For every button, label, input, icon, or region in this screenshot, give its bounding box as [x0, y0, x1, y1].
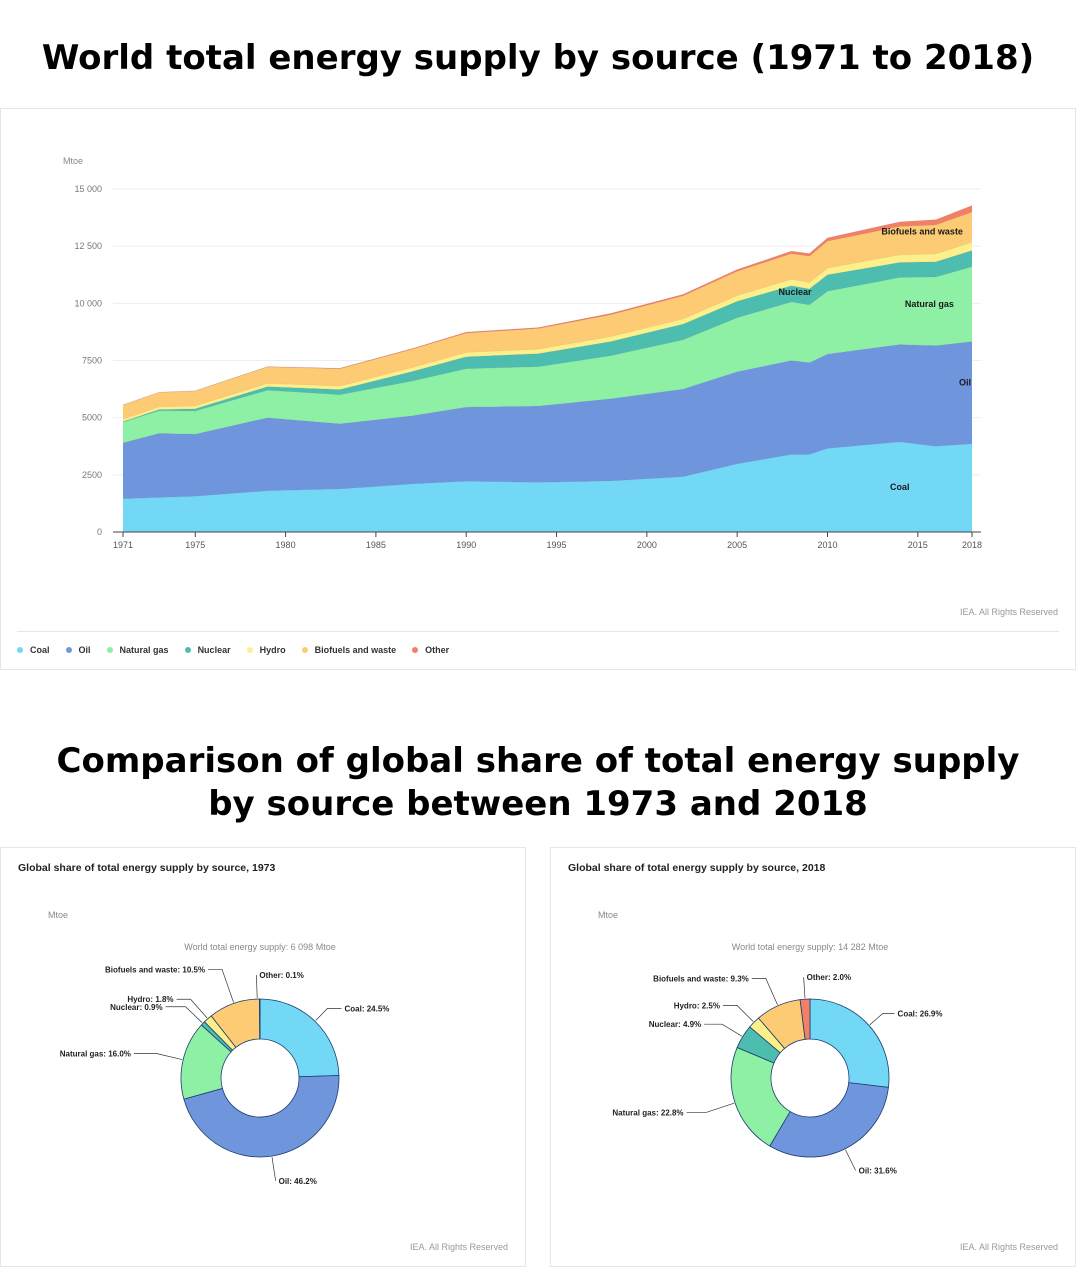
pie-2018-rights: IEA. All Rights Reserved	[960, 1242, 1058, 1252]
legend-dot-oil	[66, 647, 72, 653]
pie-2018-panel: Global share of total energy supply by s…	[550, 847, 1076, 1267]
legend-label: Other	[425, 645, 449, 655]
pie-1973-chart: World total energy supply: 6 098 Mtoe Coa…	[1, 928, 525, 1288]
pie-1973-leader-line	[316, 1008, 342, 1020]
main-title: World total energy supply by source (197…	[0, 38, 1076, 78]
x-tick-label: 2005	[727, 540, 747, 550]
legend-label: Biofuels and waste	[315, 645, 397, 655]
pie-2018-leader-line	[845, 1150, 855, 1171]
pie-1973-leader-line	[272, 1157, 276, 1181]
pie-1973-leader-line	[166, 1007, 203, 1023]
legend-label: Coal	[30, 645, 50, 655]
pie-2018-leader-line	[687, 1103, 735, 1112]
x-tick-label: 1990	[456, 540, 476, 550]
legend-label: Nuclear	[198, 645, 231, 655]
pie-2018-leader-line	[752, 978, 778, 1005]
x-tick-label: 1971	[113, 540, 133, 550]
legend-item-nuclear[interactable]: Nuclear	[185, 645, 231, 655]
y-tick-label: 0	[97, 527, 102, 537]
pie-1973-label-natural-gas: Natural gas: 16.0%	[60, 1049, 131, 1058]
area-chart: Mtoe 0 2500 5000 7500 10 000 12 500 15 000 1971 1…	[1, 109, 1076, 629]
series-label-nuclear: Nuclear	[778, 287, 812, 297]
pie-2018-label-nuclear: Nuclear: 4.9%	[649, 1020, 701, 1029]
pie-1973-unit: Mtoe	[48, 910, 68, 920]
area-chart-panel: Mtoe 0 2500 5000 7500 10 000 12 500 15 000 1971 1…	[0, 108, 1076, 670]
comparison-title-line2: by source between 1973 and 2018	[0, 783, 1076, 826]
legend-item-other[interactable]: Other	[412, 645, 449, 655]
pie-2018-label-natural-gas: Natural gas: 22.8%	[612, 1108, 683, 1117]
legend-label: Oil	[79, 645, 91, 655]
x-tick-label: 1980	[276, 540, 296, 550]
series-label-biofuels-and-waste: Biofuels and waste	[881, 227, 963, 237]
legend-divider	[17, 631, 1059, 632]
pie-2018-chart: World total energy supply: 14 282 Mtoe Co…	[551, 928, 1075, 1288]
pie-1973-label-biofuels-and-waste: Biofuels and waste: 10.5%	[105, 965, 205, 974]
x-tick-label: 2018	[962, 540, 982, 550]
y-tick-label: 10 000	[74, 298, 102, 308]
y-tick-label: 7500	[82, 356, 102, 366]
pie-1973-slice-coal[interactable]	[260, 999, 339, 1077]
pie-2018-label-coal: Coal: 26.9%	[898, 1010, 943, 1019]
legend-item-hydro[interactable]: Hydro	[247, 645, 286, 655]
legend-label: Natural gas	[120, 645, 169, 655]
pie-1973-panel: Global share of total energy supply by s…	[0, 847, 526, 1267]
pie-2018-subtitle: World total energy supply: 14 282 Mtoe	[732, 942, 888, 952]
legend-dot-hydro	[247, 647, 253, 653]
area-unit-label: Mtoe	[63, 156, 83, 166]
pie-1973-label-coal: Coal: 24.5%	[345, 1004, 390, 1013]
pie-2018-leader-line	[870, 1014, 895, 1025]
pie-2018-label-other: Other: 2.0%	[807, 973, 851, 982]
pie-2018-title: Global share of total energy supply by s…	[568, 862, 825, 874]
pie-1973-leader-line	[256, 975, 257, 998]
x-tick-label: 1975	[185, 540, 205, 550]
x-tick-label: 2010	[817, 540, 837, 550]
legend-dot-nuclear	[185, 647, 191, 653]
pie-1973-leader-line	[177, 999, 208, 1018]
series-label-natural-gas: Natural gas	[905, 299, 954, 309]
comparison-title: Comparison of global share of total ener…	[0, 740, 1076, 826]
legend-dot-coal	[17, 647, 23, 653]
legend-item-coal[interactable]: Coal	[17, 645, 50, 655]
pie-2018-slice-coal[interactable]	[810, 999, 889, 1087]
x-tick-label: 2000	[637, 540, 657, 550]
pie-1973-label-hydro: Hydro: 1.8%	[127, 995, 173, 1004]
pie-2018-label-oil: Oil: 31.6%	[859, 1166, 897, 1175]
legend-item-natural-gas[interactable]: Natural gas	[107, 645, 169, 655]
pie-2018-label-hydro: Hydro: 2.5%	[674, 1001, 720, 1010]
pie-1973-subtitle: World total energy supply: 6 098 Mtoe	[184, 942, 335, 952]
legend-dot-other	[412, 647, 418, 653]
pie-2018-label-biofuels-and-waste: Biofuels and waste: 9.3%	[653, 974, 749, 983]
legend-item-oil[interactable]: Oil	[66, 645, 91, 655]
x-tick-label: 1995	[547, 540, 567, 550]
area-rights-text: IEA. All Rights Reserved	[960, 607, 1058, 617]
series-label-coal: Coal	[890, 482, 910, 492]
legend-label: Hydro	[260, 645, 286, 655]
pie-1973-leader-line	[208, 969, 234, 1002]
pie-2018-leader-line	[704, 1024, 742, 1036]
pie-1973-label-other: Other: 0.1%	[259, 971, 303, 980]
y-tick-label: 5000	[82, 413, 102, 423]
series-label-oil: Oil	[959, 377, 971, 387]
pie-2018-leader-line	[723, 1005, 753, 1021]
pie-1973-title: Global share of total energy supply by s…	[18, 862, 275, 874]
y-tick-label: 2500	[82, 470, 102, 480]
pie-2018-leader-line	[804, 977, 805, 998]
comparison-title-line1: Comparison of global share of total ener…	[0, 740, 1076, 783]
x-tick-label: 2015	[908, 540, 928, 550]
pie-1973-leader-line	[134, 1053, 182, 1059]
y-tick-label: 12 500	[74, 241, 102, 251]
legend-dot-biofuels-and-waste	[302, 647, 308, 653]
x-tick-label: 1985	[366, 540, 386, 550]
legend: Coal Oil Natural gas Nuclear Hydro Biofuels a…	[17, 645, 465, 655]
legend-dot-natural-gas	[107, 647, 113, 653]
pie-1973-label-oil: Oil: 46.2%	[279, 1177, 317, 1186]
pie-2018-slice-oil[interactable]	[770, 1083, 889, 1157]
legend-item-biofuels-and-waste[interactable]: Biofuels and waste	[302, 645, 397, 655]
y-tick-label: 15 000	[74, 184, 102, 194]
pie-2018-unit: Mtoe	[598, 910, 618, 920]
pie-1973-rights: IEA. All Rights Reserved	[410, 1242, 508, 1252]
